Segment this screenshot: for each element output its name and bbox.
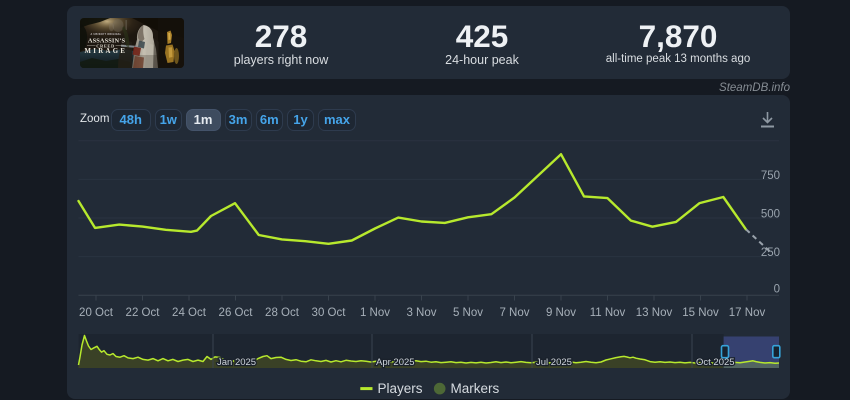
svg-text:Jan 2025: Jan 2025 xyxy=(217,357,256,368)
svg-text:15 Nov: 15 Nov xyxy=(682,307,719,319)
svg-text:ASSASSIN’S: ASSASSIN’S xyxy=(88,38,126,45)
svg-text:28 Oct: 28 Oct xyxy=(265,307,300,319)
svg-text:500: 500 xyxy=(761,209,780,221)
svg-text:30 Oct: 30 Oct xyxy=(312,307,347,319)
svg-text:22 Oct: 22 Oct xyxy=(126,307,161,319)
svg-text:20 Oct: 20 Oct xyxy=(79,307,114,319)
svg-text:Apr 2025: Apr 2025 xyxy=(376,357,415,368)
svg-text:24 Oct: 24 Oct xyxy=(172,307,207,319)
svg-text:750: 750 xyxy=(761,170,780,182)
svg-text:13 Nov: 13 Nov xyxy=(636,307,673,319)
svg-text:Players: Players xyxy=(378,381,423,396)
svg-text:CREED: CREED xyxy=(96,43,115,48)
svg-text:7 Nov: 7 Nov xyxy=(499,307,529,319)
svg-text:Jul 2025: Jul 2025 xyxy=(536,357,572,368)
svg-text:250: 250 xyxy=(761,247,780,259)
svg-text:1 Nov: 1 Nov xyxy=(360,307,390,319)
svg-text:A UBISOFT ORIGINAL: A UBISOFT ORIGINAL xyxy=(91,33,122,36)
svg-text:26 Oct: 26 Oct xyxy=(219,307,254,319)
svg-text:11 Nov: 11 Nov xyxy=(590,307,626,319)
svg-text:5 Nov: 5 Nov xyxy=(453,307,483,319)
svg-text:Oct 2025: Oct 2025 xyxy=(696,357,735,368)
svg-text:0: 0 xyxy=(774,284,780,296)
svg-text:Markers: Markers xyxy=(451,381,500,396)
svg-text:17 Nov: 17 Nov xyxy=(729,307,766,319)
svg-text:MIRAGE: MIRAGE xyxy=(85,48,128,55)
svg-text:9 Nov: 9 Nov xyxy=(546,307,576,319)
svg-text:3 Nov: 3 Nov xyxy=(406,307,436,319)
